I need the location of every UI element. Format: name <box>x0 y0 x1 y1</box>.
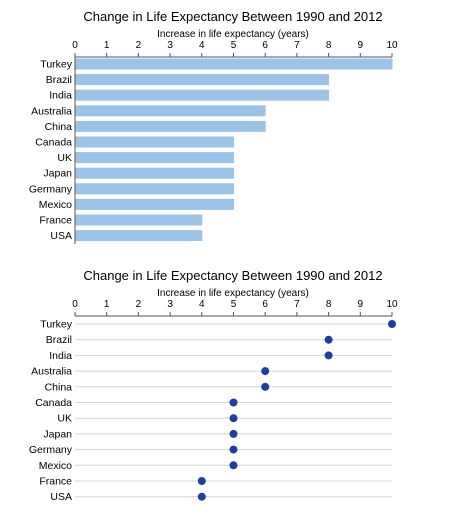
data-point <box>229 429 238 438</box>
x-axis-ticks: 0 1 2 3 4 5 6 7 8 9 10 <box>72 40 398 57</box>
category-label: Brazil <box>46 334 72 346</box>
category-label: Brazil <box>46 74 72 86</box>
dots <box>197 320 396 501</box>
bar <box>75 105 266 117</box>
x-axis-label: Increase in life expectancy (years) <box>157 29 309 40</box>
category-label: France <box>39 476 72 488</box>
data-point <box>388 320 396 328</box>
bar <box>75 230 203 242</box>
x-tick-label: 8 <box>326 40 332 51</box>
data-point <box>261 382 270 391</box>
category-label: UK <box>57 152 72 164</box>
category-label: India <box>49 90 72 102</box>
category-label: UK <box>57 413 72 425</box>
x-axis-label: Increase in life expectancy (years) <box>157 288 309 299</box>
bar <box>75 152 234 164</box>
x-tick-label: 3 <box>167 299 173 310</box>
bar <box>75 120 266 132</box>
chart-title: Change in Life Expectancy Between 1990 a… <box>83 268 382 283</box>
category-label: Canada <box>35 397 72 409</box>
data-point <box>197 477 206 485</box>
category-labels: Turkey Brazil India Australia China Canada UK J… <box>29 319 73 504</box>
x-tick-label: 4 <box>199 40 205 51</box>
category-label: Turkey <box>40 319 72 331</box>
x-tick-label: 0 <box>72 299 78 310</box>
x-axis-ticks: 0 1 2 3 4 5 6 7 8 9 10 <box>72 299 398 316</box>
category-label: Japan <box>43 168 72 180</box>
bar <box>75 167 234 179</box>
category-label: China <box>45 121 73 133</box>
x-tick-label: 7 <box>294 299 300 310</box>
data-point <box>324 335 333 344</box>
x-tick-label: 1 <box>104 299 110 310</box>
x-tick-label: 10 <box>386 299 398 310</box>
category-label: Germany <box>29 444 73 456</box>
category-label: Mexico <box>39 460 72 472</box>
gridlines <box>75 323 392 498</box>
data-point <box>229 398 238 407</box>
data-point <box>261 367 270 376</box>
bar <box>75 74 330 86</box>
bar <box>75 183 234 195</box>
x-tick-label: 1 <box>104 40 110 51</box>
x-tick-label: 8 <box>326 299 332 310</box>
bar <box>75 58 393 70</box>
x-tick-label: 6 <box>262 40 268 51</box>
category-label: Australia <box>31 366 72 378</box>
data-point <box>229 461 238 470</box>
chart-title: Change in Life Expectancy Between 1990 a… <box>83 9 382 24</box>
bar <box>75 136 234 148</box>
category-label: Australia <box>31 105 72 117</box>
bar <box>75 89 330 101</box>
bar-chart: Change in Life Expectancy Between 1990 a… <box>29 9 398 244</box>
x-tick-label: 5 <box>231 40 237 51</box>
x-tick-label: 0 <box>72 40 78 51</box>
category-label: France <box>39 215 72 227</box>
category-label: Turkey <box>40 59 72 71</box>
data-point <box>229 445 238 454</box>
category-label: USA <box>50 230 72 242</box>
category-label: Japan <box>43 428 72 440</box>
x-tick-label: 3 <box>167 40 173 51</box>
category-label: Germany <box>29 183 73 195</box>
dot-plot: Change in Life Expectancy Between 1990 a… <box>29 268 398 503</box>
x-tick-label: 7 <box>294 40 300 51</box>
category-label: India <box>49 350 72 362</box>
bar <box>75 214 203 226</box>
bar <box>75 198 234 210</box>
x-tick-label: 5 <box>231 299 237 310</box>
x-tick-label: 2 <box>136 299 142 310</box>
category-labels: Turkey Brazil India Australia China Canada UK J… <box>29 59 73 243</box>
data-point <box>324 351 333 360</box>
category-label: China <box>45 381 73 393</box>
data-point <box>197 492 206 501</box>
category-label: Canada <box>35 137 72 149</box>
category-label: Mexico <box>39 199 72 211</box>
category-label: USA <box>50 491 72 503</box>
x-tick-label: 2 <box>136 40 142 51</box>
x-tick-label: 4 <box>199 299 205 310</box>
bars <box>75 58 393 242</box>
x-tick-label: 6 <box>262 299 268 310</box>
data-point <box>229 414 238 423</box>
x-tick-label: 9 <box>358 299 364 310</box>
x-tick-label: 9 <box>358 40 364 51</box>
x-tick-label: 10 <box>386 40 398 51</box>
